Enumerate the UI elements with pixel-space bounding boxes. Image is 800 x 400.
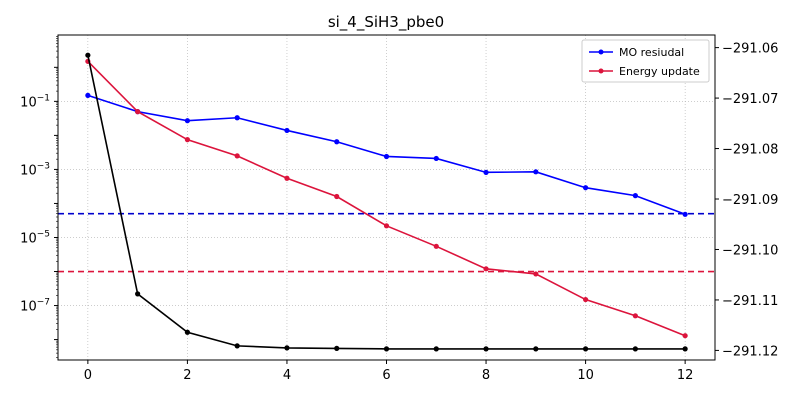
data-point	[383, 223, 390, 229]
data-point	[433, 243, 439, 249]
y-right-tick-label: −291.06	[722, 42, 778, 57]
x-axis: 0 2 4 6 8 10 12	[84, 360, 694, 383]
data-point	[135, 109, 141, 115]
data-point	[135, 291, 141, 297]
y-right-tick-label: −291.12	[722, 344, 778, 359]
data-point	[234, 153, 240, 159]
data-point	[184, 329, 191, 335]
data-point	[334, 345, 340, 351]
series	[85, 52, 688, 352]
data-point	[85, 92, 91, 98]
x-tick-label: 2	[183, 368, 191, 383]
y-right-tick-label: −291.07	[722, 92, 778, 107]
legend-label-mo-residual: MO resiudal	[619, 46, 684, 59]
x-tick-label: 0	[84, 368, 92, 383]
data-point	[234, 115, 240, 121]
legend-marker-mo-residual	[598, 49, 604, 55]
data-point	[582, 346, 589, 352]
data-point	[533, 271, 539, 277]
x-tick-label: 12	[677, 368, 694, 383]
data-point	[632, 346, 638, 352]
series-line-1	[87, 60, 686, 337]
data-point	[632, 193, 638, 199]
legend-marker-energy-update	[598, 68, 604, 74]
legend: MO resiudal Energy update	[581, 39, 710, 83]
series-line-2	[87, 55, 686, 350]
x-tick-label: 10	[577, 368, 594, 383]
y-left-tick-label: 10−7	[20, 298, 50, 315]
data-point	[483, 346, 489, 352]
data-point	[433, 346, 439, 352]
y-right-tick-label: −291.10	[722, 243, 778, 258]
data-point	[383, 153, 390, 160]
y-right-tick-label: −291.08	[722, 143, 778, 158]
data-point	[582, 185, 589, 191]
data-point	[284, 175, 290, 181]
y-left-tick-label: 10−5	[20, 229, 50, 246]
y-axis-left: 10−7 10−5 10−3 10−1	[20, 36, 58, 358]
data-point	[284, 345, 290, 351]
legend-box	[581, 39, 710, 83]
data-point	[184, 118, 191, 124]
x-tick-label: 8	[482, 368, 490, 383]
y-right-tick-label: −291.09	[722, 193, 778, 208]
data-point	[582, 296, 589, 303]
data-point	[433, 155, 439, 162]
data-point	[483, 266, 489, 272]
data-point	[334, 139, 340, 145]
data-point	[483, 169, 489, 175]
data-point	[184, 137, 191, 143]
data-point	[682, 211, 688, 217]
data-point	[383, 346, 390, 352]
legend-label-energy-update: Energy update	[619, 65, 700, 78]
grid	[58, 35, 715, 360]
data-point	[533, 346, 539, 352]
x-tick-label: 4	[283, 368, 291, 383]
chart-title: si_4_SiH3_pbe0	[328, 13, 444, 32]
y-axis-right: −291.06 −291.07 −291.08 −291.09 −291.10 −291.…	[715, 42, 778, 359]
data-point	[284, 127, 290, 134]
data-point	[682, 333, 688, 339]
data-point	[533, 169, 539, 175]
x-tick-label: 6	[382, 368, 390, 383]
data-point	[632, 313, 638, 319]
data-point	[682, 346, 688, 352]
y-left-tick-label: 10−3	[20, 161, 50, 178]
y-right-tick-label: −291.11	[722, 294, 778, 309]
data-point	[334, 193, 340, 200]
y-left-tick-label: 10−1	[20, 93, 50, 110]
data-point	[234, 343, 240, 349]
data-point	[85, 52, 91, 58]
